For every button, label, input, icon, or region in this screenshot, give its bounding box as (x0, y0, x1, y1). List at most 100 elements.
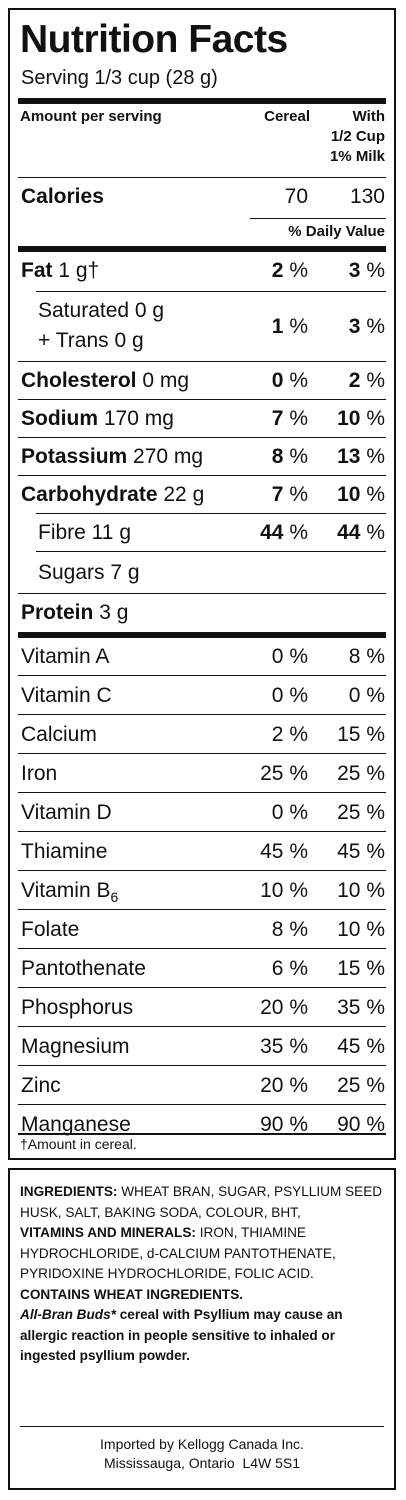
nutrition-title: Nutrition Facts (20, 18, 288, 61)
vitamin-label: Calcium (21, 723, 97, 746)
pct-sign: % (366, 483, 385, 506)
carbohydrate-amount: 22 g (163, 483, 205, 506)
pct-sign: % (366, 801, 385, 824)
pct-sign: % (366, 645, 385, 668)
vitamins-list: IRON, THIAMINE HYDROCHLORIDE, d-CALCIUM … (20, 1225, 336, 1281)
cholesterol-cereal: 0 (271, 369, 284, 392)
vitamin-row: Thiamine 45 % 45 % (18, 833, 386, 871)
potassium-milk: 13 (337, 445, 361, 468)
pct-sign: % (366, 762, 385, 785)
milk-header-line: 1/2 Cup (330, 128, 385, 145)
saturated-line: Saturated 0 g (38, 299, 165, 322)
pct-sign: % (366, 957, 385, 980)
carbohydrate-cereal: 7 (271, 483, 284, 506)
ingredients-label: INGREDIENTS: (20, 1184, 118, 1199)
serving-size: Serving 1/3 cup (28 g) (21, 67, 218, 89)
divider (18, 399, 386, 400)
divider (18, 246, 386, 252)
sugars-label: Sugars 7 g (38, 561, 140, 584)
vitamin-row: Phosphorus 20 % 35 % (18, 989, 386, 1027)
divider (18, 475, 386, 476)
divider (18, 831, 386, 832)
fat-row: Fat 1 g† 2 % 3 % (18, 252, 386, 292)
vitamin-milk: 10 (337, 879, 361, 902)
divider (18, 714, 386, 715)
calories-cereal: 70 (284, 185, 308, 208)
pct-sign: % (289, 645, 308, 668)
pct-sign: % (289, 445, 308, 468)
vitamin-milk: 25 (337, 801, 361, 824)
vitamin-cereal: 0 (271, 801, 284, 824)
vitamin-cereal: 10 (260, 879, 284, 902)
milk-column-header: With 1/2 Cup 1% Milk (305, 107, 385, 167)
pct-sign: % (289, 996, 308, 1019)
fat-cereal: 2 (271, 259, 284, 282)
trans-line: + Trans 0 g (38, 329, 144, 352)
vitamin-row: Iron 25 % 25 % (18, 755, 386, 793)
vitamin-milk: 15 (337, 723, 361, 746)
vitamin-milk: 45 (337, 840, 361, 863)
divider (18, 1065, 386, 1066)
fibre-label: Fibre 11 g (38, 521, 131, 544)
vitamin-milk: 8 (348, 645, 361, 668)
pct-sign: % (366, 315, 385, 338)
divider (36, 291, 386, 292)
divider (18, 98, 386, 104)
vitamin-cereal: 2 (271, 723, 284, 746)
pct-sign: % (289, 879, 308, 902)
pct-sign: % (289, 1035, 308, 1058)
vitamin-milk: 90 (337, 1113, 361, 1136)
cereal-column-header: Cereal (264, 108, 310, 125)
milk-header-line: With (352, 108, 385, 125)
importer-line: Imported by Kellogg Canada Inc. (100, 1436, 304, 1452)
vitamin-cereal: 45 (260, 840, 284, 863)
vitamin-label: Vitamin C (21, 684, 112, 707)
vitamin-label: Vitamin D (21, 801, 112, 824)
pct-sign: % (289, 801, 308, 824)
fat-label: Fat (21, 259, 53, 282)
carbohydrate-milk: 10 (337, 483, 361, 506)
fibre-row: Fibre 11 g 44 % 44 % (18, 514, 386, 552)
cholesterol-milk: 2 (348, 369, 361, 392)
ingredients-paragraph: INGREDIENTS: WHEAT BRAN, SUGAR, PSYLLIUM… (20, 1182, 390, 1223)
vitamin-subscript: 6 (110, 889, 119, 906)
nutrition-facts-panel: Nutrition Facts Serving 1/3 cup (28 g) A… (8, 8, 396, 1160)
ingredients-list: WHEAT BRAN, SUGAR, PSYLLIUM SEED HUSK, S… (20, 1184, 383, 1220)
saturated-cereal: 1 (271, 315, 284, 338)
pct-sign: % (289, 259, 308, 282)
divider (18, 437, 386, 438)
divider (18, 593, 386, 594)
divider (18, 987, 386, 988)
protein-label: Protein (21, 601, 94, 624)
footnote: †Amount in cereal. (20, 1136, 137, 1152)
pct-sign: % (289, 840, 308, 863)
potassium-cereal: 8 (271, 445, 284, 468)
pct-sign: % (366, 840, 385, 863)
pct-sign: % (289, 407, 308, 430)
pct-sign: % (366, 521, 385, 544)
fat-amount: 1 g† (58, 259, 100, 282)
divider (250, 218, 386, 219)
cholesterol-amount: 0 mg (142, 369, 190, 392)
pct-sign: % (366, 879, 385, 902)
ingredients-panel: INGREDIENTS: WHEAT BRAN, SUGAR, PSYLLIUM… (8, 1168, 396, 1490)
pct-sign: % (366, 259, 385, 282)
vitamin-row: Magnesium 35 % 45 % (18, 1028, 386, 1066)
amount-per-serving-header: Amount per serving (20, 108, 162, 125)
vitamin-row: Calcium 2 % 15 % (18, 716, 386, 754)
pct-sign: % (366, 369, 385, 392)
contains-statement: CONTAINS WHEAT INGREDIENTS. (20, 1286, 244, 1302)
sodium-amount: 170 mg (103, 407, 174, 430)
vitamin-label: Vitamin B (21, 879, 111, 902)
pct-sign: % (289, 521, 308, 544)
vitamin-label: Vitamin A (21, 645, 110, 668)
vitamin-milk: 25 (337, 762, 361, 785)
vitamin-label: Pantothenate (21, 957, 146, 980)
divider (18, 870, 386, 871)
vitamin-row: Zinc 20 % 25 % (18, 1067, 386, 1105)
vitamin-milk: 0 (348, 684, 361, 707)
importer-info: Imported by Kellogg Canada Inc. Mississa… (20, 1426, 384, 1473)
